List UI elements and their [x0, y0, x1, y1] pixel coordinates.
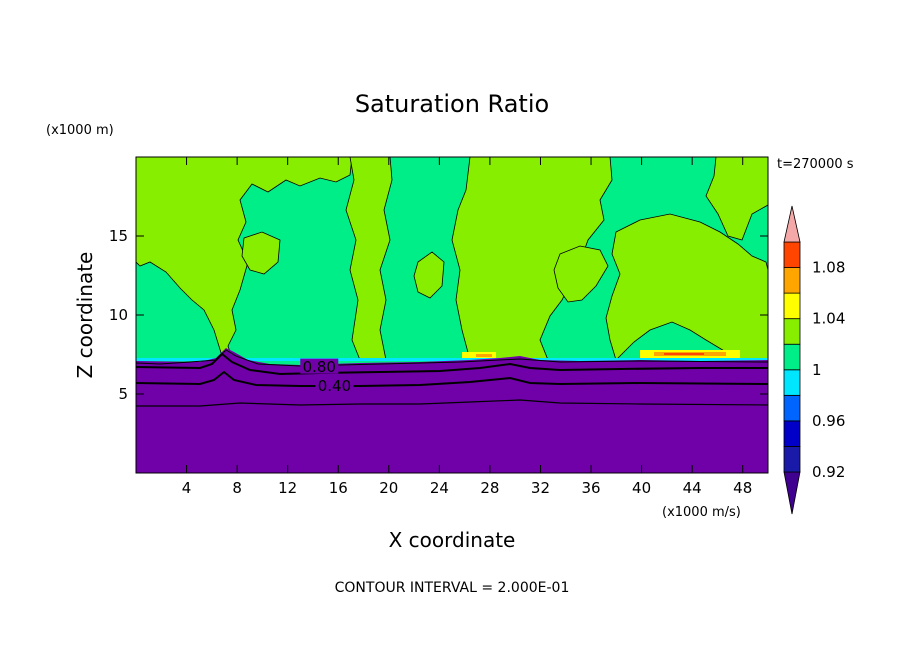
- y-tick-label: 5: [118, 385, 128, 403]
- contour-lines: [136, 349, 768, 407]
- colorbar-box: [783, 446, 801, 473]
- dry-layer: [136, 348, 768, 473]
- x-tick-label: 32: [531, 479, 550, 497]
- colorbar-label: 1: [812, 361, 822, 379]
- supersaturated-patches: [136, 157, 768, 361]
- colorbar-label: 0.96: [812, 412, 845, 430]
- x-tick-label: 24: [430, 479, 449, 497]
- colorbar-box: [783, 292, 801, 320]
- colorbar-box: [783, 369, 801, 396]
- colorbar-box: [783, 394, 801, 422]
- x-tick-label: 12: [278, 479, 297, 497]
- colorbar-label: 1.04: [812, 310, 845, 328]
- contour-label: 0.40: [318, 377, 351, 395]
- x-tick-label: 36: [581, 479, 600, 497]
- x-axis: 4 8 12 16 20 24 28 32 36 40 44 48: [182, 157, 752, 497]
- time-label: t=270000 s: [777, 157, 854, 172]
- colorbar: 0.92 0.96 1 1.04 1.08: [783, 205, 845, 515]
- colorbar-box: [783, 420, 801, 447]
- contour-labels: 0.800.40: [300, 358, 354, 395]
- x-axis-title: X coordinate: [389, 528, 516, 552]
- colorbar-box: [783, 343, 801, 371]
- y-tick-label: 15: [109, 227, 128, 245]
- y-units-label: (x1000 m): [46, 123, 114, 138]
- x-tick-label: 4: [182, 479, 192, 497]
- plot-area: [136, 157, 768, 473]
- x-tick-label: 8: [232, 479, 242, 497]
- colorbar-over-triangle: [783, 205, 801, 243]
- x-tick-label: 20: [379, 479, 398, 497]
- x-units-label: (x1000 m/s): [662, 505, 741, 520]
- chart-title: Saturation Ratio: [355, 90, 549, 118]
- colorbar-box: [783, 318, 801, 345]
- x-tick-label: 40: [632, 479, 651, 497]
- x-tick-label: 44: [683, 479, 702, 497]
- colorbar-label: 1.08: [812, 259, 845, 277]
- contour-label: 0.80: [303, 358, 336, 376]
- colorbar-label: 0.92: [812, 463, 845, 481]
- y-axis-title: Z coordinate: [73, 252, 97, 379]
- colorbar-box: [783, 267, 801, 294]
- contour-label-bg: [315, 377, 354, 393]
- x-tick-label: 16: [329, 479, 348, 497]
- footer-contour-interval: CONTOUR INTERVAL = 2.000E-01: [335, 580, 570, 596]
- y-axis: 5 10 15: [109, 227, 768, 403]
- contour-label-bg: [300, 358, 339, 374]
- y-tick-label: 10: [109, 306, 128, 324]
- transition-band: [136, 358, 768, 361]
- x-tick-label: 28: [480, 479, 499, 497]
- x-tick-label: 48: [733, 479, 752, 497]
- colorbar-under-triangle: [783, 471, 801, 515]
- high-saturation-strips: [462, 350, 740, 358]
- colorbar-box: [783, 241, 801, 268]
